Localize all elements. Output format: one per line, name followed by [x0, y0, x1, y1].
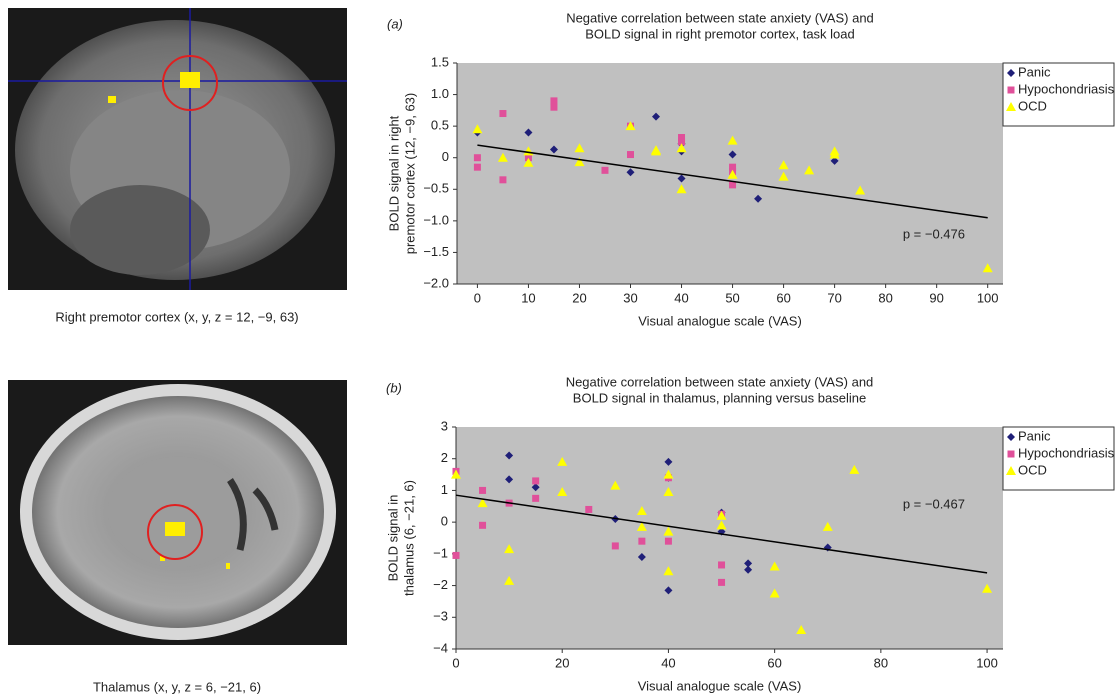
y-axis-label: BOLD signal in right — [386, 115, 401, 231]
chart-title: BOLD signal in thalamus, planning versus… — [573, 390, 866, 405]
y-tick-label: 0 — [441, 514, 448, 529]
x-tick-label: 100 — [976, 655, 998, 670]
point — [550, 104, 557, 111]
y-tick-label: −0.5 — [423, 181, 449, 196]
legend-label: Panic — [1018, 428, 1051, 443]
x-tick-label: 80 — [878, 290, 892, 305]
point — [585, 506, 592, 513]
point — [479, 487, 486, 494]
point — [499, 110, 506, 117]
y-axis-label: premotor cortex (12, −9, 63) — [402, 93, 417, 255]
y-tick-label: −1.5 — [423, 244, 449, 259]
point — [453, 552, 460, 559]
y-axis-label: thalamus (6, −21, 6) — [401, 480, 416, 596]
point — [601, 167, 608, 174]
x-axis-label: Visual analogue scale (VAS) — [638, 313, 802, 328]
x-tick-label: 40 — [674, 290, 688, 305]
plot-area — [456, 427, 1003, 649]
image-caption: Right premotor cortex (x, y, z = 12, −9,… — [55, 309, 298, 324]
x-tick-label: 60 — [767, 655, 781, 670]
y-tick-label: 2 — [441, 450, 448, 465]
chart-title: Negative correlation between state anxie… — [566, 374, 874, 389]
point — [612, 542, 619, 549]
legend-marker — [1008, 87, 1015, 94]
legend-marker — [1008, 451, 1015, 458]
chart-title: Negative correlation between state anxie… — [566, 10, 874, 25]
point — [474, 164, 481, 171]
y-tick-label: −3 — [433, 609, 448, 624]
y-tick-label: −1 — [433, 545, 448, 560]
x-axis-label: Visual analogue scale (VAS) — [638, 678, 802, 693]
x-tick-label: 60 — [776, 290, 790, 305]
brain-image-sagittal — [8, 8, 347, 290]
annotation: p = −0.467 — [903, 496, 965, 511]
image-caption: Thalamus (x, y, z = 6, −21, 6) — [93, 679, 261, 694]
point — [638, 538, 645, 545]
y-tick-label: −2 — [433, 577, 448, 592]
panel-label: (b) — [386, 380, 402, 395]
x-tick-label: 100 — [977, 290, 999, 305]
x-tick-label: 90 — [929, 290, 943, 305]
x-tick-label: 40 — [661, 655, 675, 670]
point — [474, 154, 481, 161]
x-tick-label: 20 — [555, 655, 569, 670]
y-axis-label: BOLD signal in — [385, 495, 400, 582]
x-tick-label: 0 — [474, 290, 481, 305]
annotation: p = −0.476 — [903, 226, 965, 241]
y-tick-label: −1.0 — [423, 212, 449, 227]
legend-label: Panic — [1018, 64, 1051, 79]
x-tick-label: 70 — [827, 290, 841, 305]
point — [718, 579, 725, 586]
legend-label: Hypochondriasis — [1018, 81, 1115, 96]
y-tick-label: 1.5 — [431, 54, 449, 69]
y-tick-label: −4 — [433, 640, 448, 655]
x-tick-label: 10 — [521, 290, 535, 305]
legend-label: Hypochondriasis — [1018, 445, 1115, 460]
figure: Right premotor cortex (x, y, z = 12, −9,… — [0, 0, 1115, 699]
point — [532, 477, 539, 484]
x-tick-label: 80 — [874, 655, 888, 670]
chart-title: BOLD signal in right premotor cortex, ta… — [585, 26, 855, 41]
brain-image-axial — [8, 380, 347, 645]
x-tick-label: 30 — [623, 290, 637, 305]
legend-label: OCD — [1018, 98, 1047, 113]
y-tick-label: 0 — [442, 149, 449, 164]
y-tick-label: 3 — [441, 418, 448, 433]
point — [718, 561, 725, 568]
point — [499, 176, 506, 183]
x-tick-label: 20 — [572, 290, 586, 305]
panel-label: (a) — [387, 16, 403, 31]
x-tick-label: 50 — [725, 290, 739, 305]
y-tick-label: 0.5 — [431, 118, 449, 133]
point — [479, 522, 486, 529]
y-tick-label: −2.0 — [423, 275, 449, 290]
point — [532, 495, 539, 502]
point — [665, 538, 672, 545]
y-tick-label: 1 — [441, 482, 448, 497]
point — [627, 151, 634, 158]
x-tick-label: 0 — [452, 655, 459, 670]
y-tick-label: 1.0 — [431, 86, 449, 101]
legend-label: OCD — [1018, 462, 1047, 477]
point — [550, 97, 557, 104]
